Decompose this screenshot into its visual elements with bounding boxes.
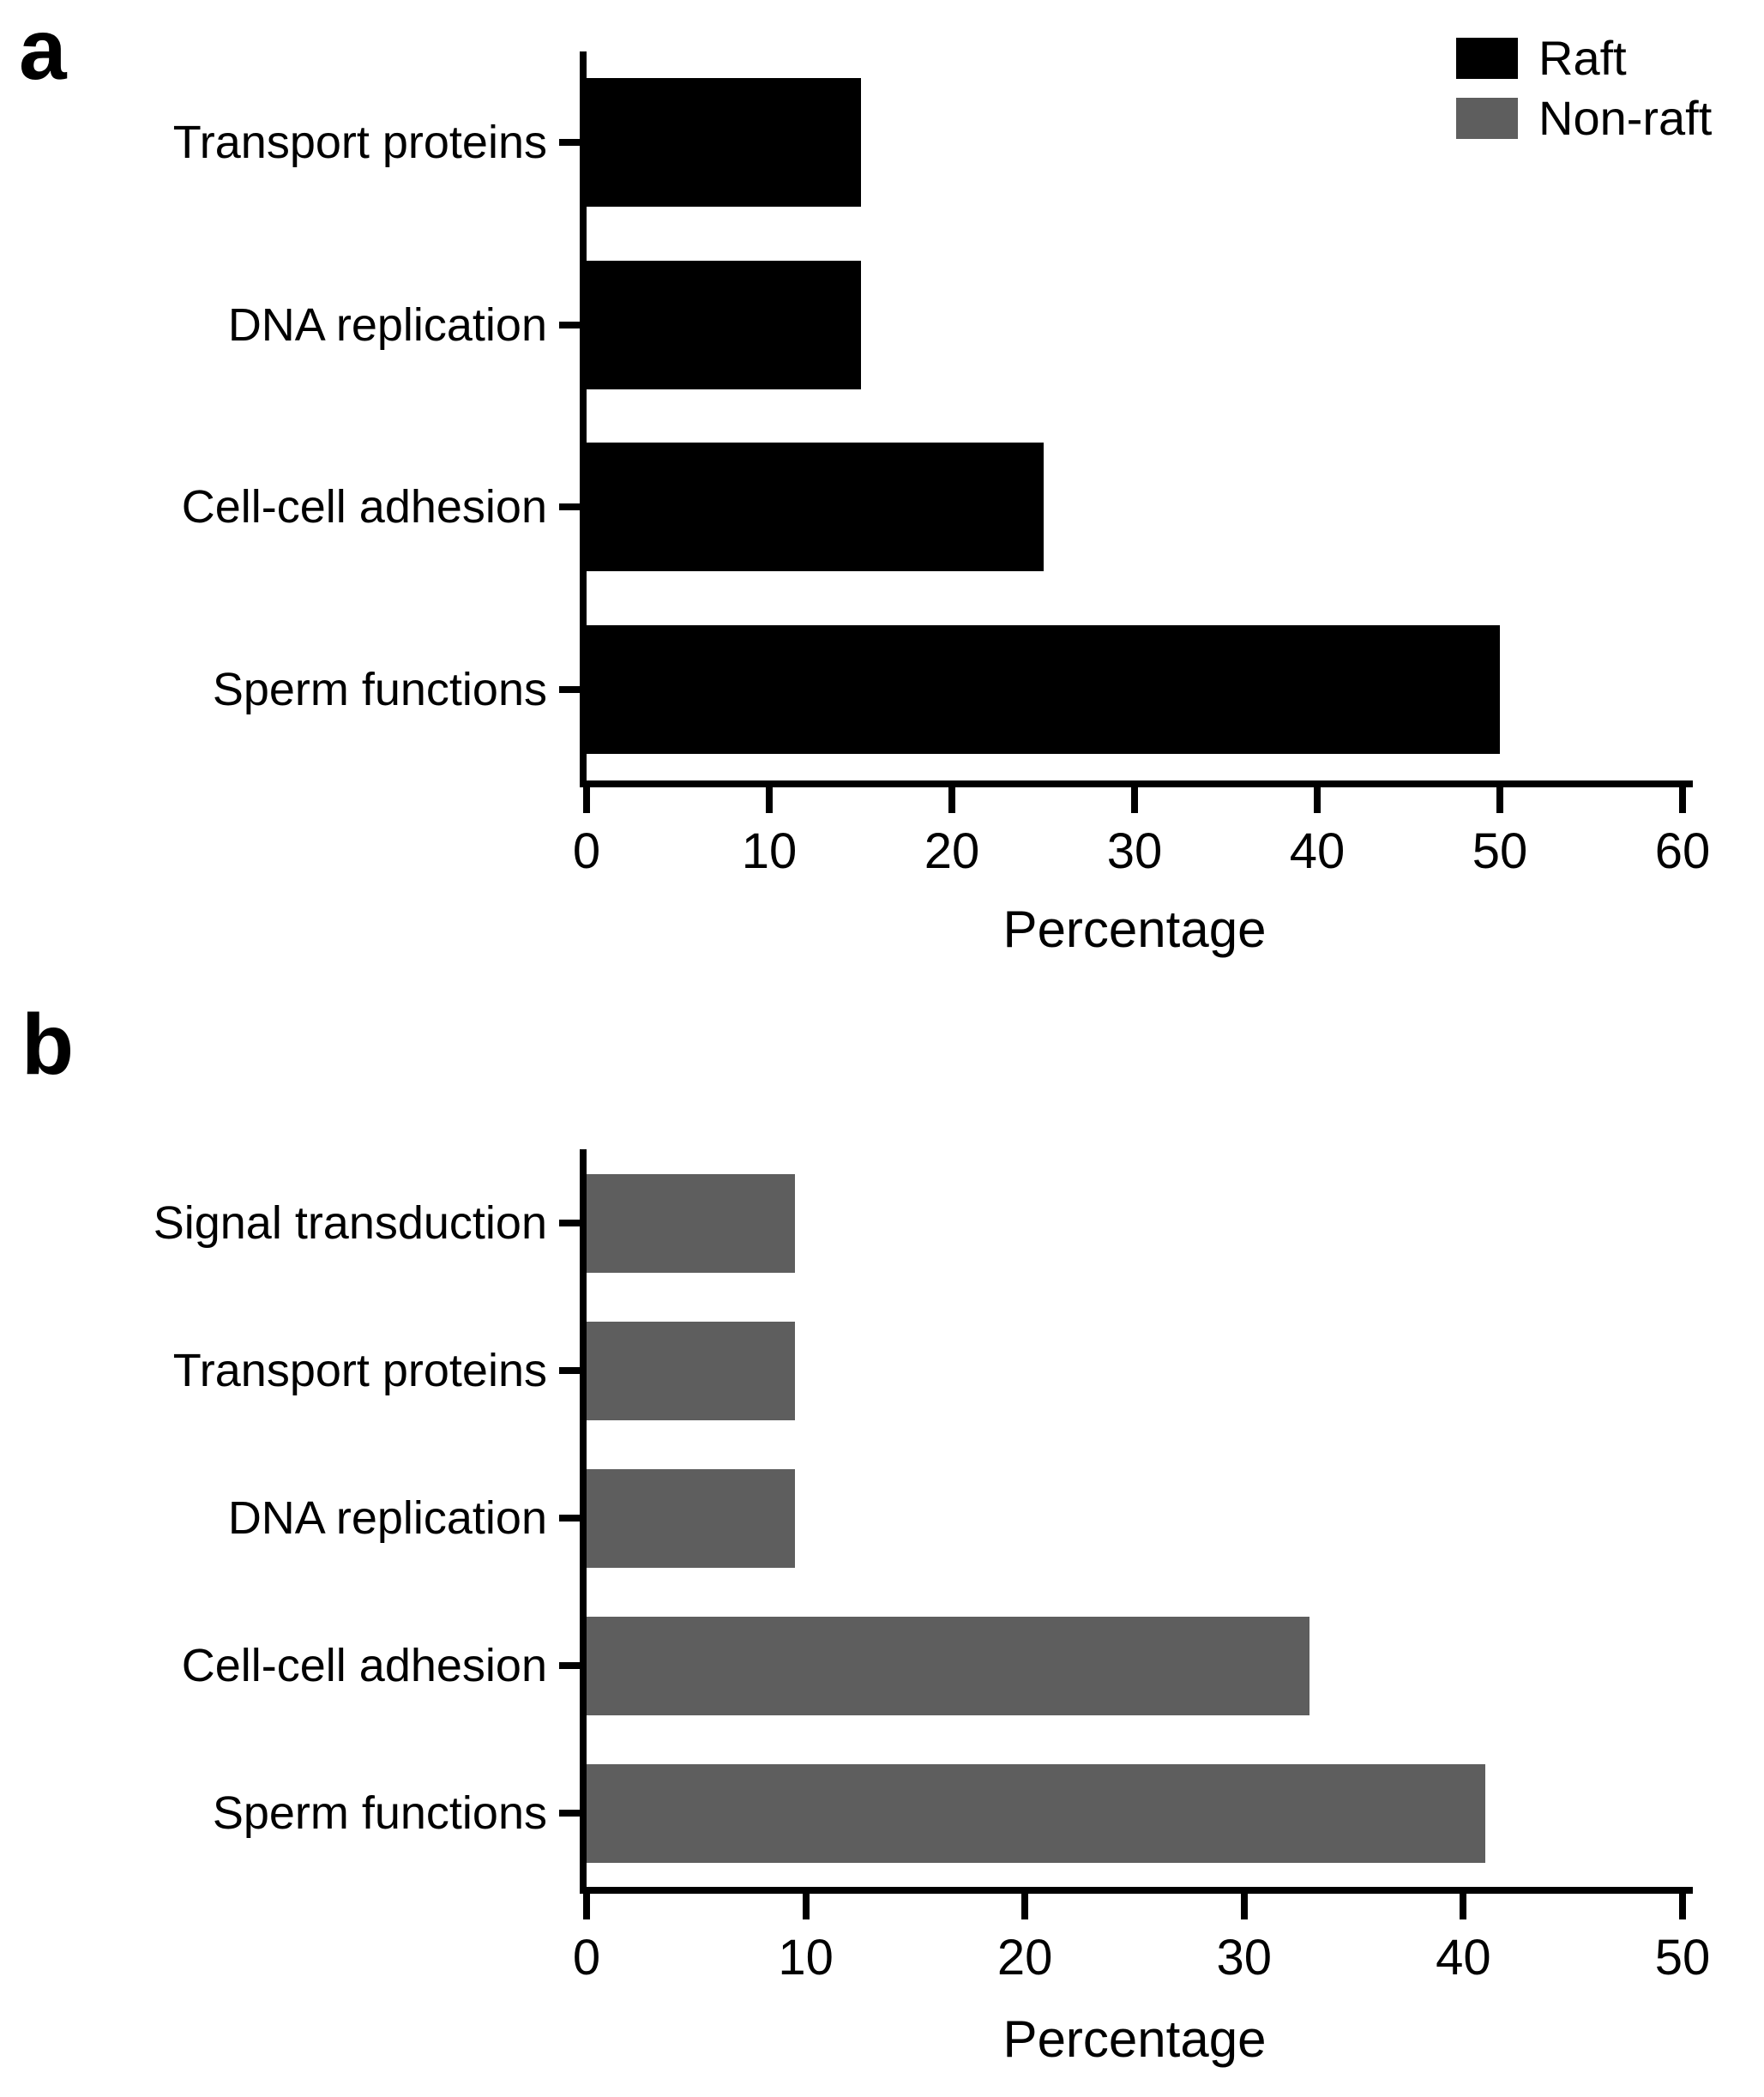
x-tick-a-40: [1314, 787, 1321, 813]
x-tick-label-a-10: 10: [741, 823, 798, 879]
category-label-sperm-functions: Sperm functions: [212, 1787, 547, 1839]
x-tick-a-0: [583, 787, 590, 813]
x-tick-b-10: [802, 1894, 810, 1919]
panel-b-x-axis: [580, 1887, 1693, 1894]
x-tick-label-a-30: 30: [1106, 823, 1163, 879]
x-tick-a-30: [1131, 787, 1138, 813]
category-label-signal-transduction: Signal transduction: [153, 1197, 547, 1249]
legend-label-non-raft: Non-raft: [1538, 91, 1713, 145]
category-tick-transport-proteins: [559, 139, 580, 147]
x-tick-label-a-60: 60: [1654, 823, 1711, 879]
legend: Raft Non-raft: [1456, 34, 1712, 154]
bar-a-transport-proteins: [587, 78, 861, 208]
legend-swatch-non-raft-icon: [1456, 98, 1518, 139]
panel-b-x-axis-title: Percentage: [1002, 2010, 1267, 2068]
bar-b-sperm-functions: [587, 1763, 1485, 1863]
panel-a-letter: a: [19, 2, 67, 98]
legend-swatch-raft-icon: [1456, 38, 1518, 79]
x-tick-b-50: [1679, 1894, 1686, 1919]
legend-item-non-raft: Non-raft: [1456, 94, 1712, 142]
category-tick-dna-replication: [559, 1515, 580, 1522]
x-tick-label-b-30: 30: [1216, 1930, 1273, 1986]
x-tick-a-10: [766, 787, 773, 813]
x-tick-b-30: [1240, 1894, 1248, 1919]
panel-a-y-axis: [580, 51, 587, 780]
x-tick-label-b-40: 40: [1436, 1930, 1491, 1986]
category-label-transport-proteins: Transport proteins: [172, 117, 547, 169]
category-label-cell-cell-adhesion: Cell-cell adhesion: [181, 481, 547, 533]
category-tick-sperm-functions: [559, 685, 580, 693]
x-tick-a-50: [1496, 787, 1503, 813]
category-label-cell-cell-adhesion: Cell-cell adhesion: [181, 1640, 547, 1691]
legend-label-raft: Raft: [1538, 31, 1627, 85]
x-tick-b-0: [583, 1894, 590, 1919]
category-label-dna-replication: DNA replication: [227, 298, 547, 351]
bar-a-cell-cell-adhesion: [587, 443, 1044, 572]
x-tick-label-a-40: 40: [1289, 823, 1346, 879]
category-label-sperm-functions: Sperm functions: [212, 663, 547, 715]
category-label-dna-replication: DNA replication: [227, 1492, 547, 1544]
x-tick-label-a-0: 0: [572, 823, 601, 879]
x-tick-b-40: [1460, 1894, 1467, 1919]
bar-b-signal-transduction: [587, 1173, 795, 1273]
x-tick-a-20: [948, 787, 955, 813]
x-tick-label-a-50: 50: [1472, 823, 1528, 879]
legend-item-raft: Raft: [1456, 34, 1712, 82]
category-label-transport-proteins: Transport proteins: [172, 1345, 547, 1396]
x-tick-a-60: [1679, 787, 1686, 813]
category-tick-cell-cell-adhesion: [559, 503, 580, 511]
bar-a-sperm-functions: [587, 624, 1500, 754]
bar-b-dna-replication: [587, 1468, 795, 1568]
x-tick-label-b-20: 20: [996, 1930, 1053, 1986]
category-tick-dna-replication: [559, 321, 580, 328]
category-tick-transport-proteins: [559, 1367, 580, 1374]
category-tick-sperm-functions: [559, 1810, 580, 1817]
panel-b-y-axis: [580, 1149, 587, 1887]
panel-a-x-axis-title: Percentage: [1002, 901, 1267, 958]
bar-a-dna-replication: [587, 260, 861, 389]
x-tick-label-b-0: 0: [572, 1930, 601, 1986]
x-tick-b-20: [1021, 1894, 1029, 1919]
bar-b-cell-cell-adhesion: [587, 1616, 1310, 1715]
x-tick-label-b-10: 10: [778, 1930, 834, 1986]
panel-b-letter: b: [21, 997, 75, 1093]
x-tick-label-a-20: 20: [924, 823, 980, 879]
category-tick-cell-cell-adhesion: [559, 1662, 580, 1669]
x-tick-label-b-50: 50: [1654, 1930, 1711, 1986]
panel-a-x-axis: [580, 780, 1693, 787]
bar-b-transport-proteins: [587, 1321, 795, 1420]
category-tick-signal-transduction: [559, 1220, 580, 1226]
